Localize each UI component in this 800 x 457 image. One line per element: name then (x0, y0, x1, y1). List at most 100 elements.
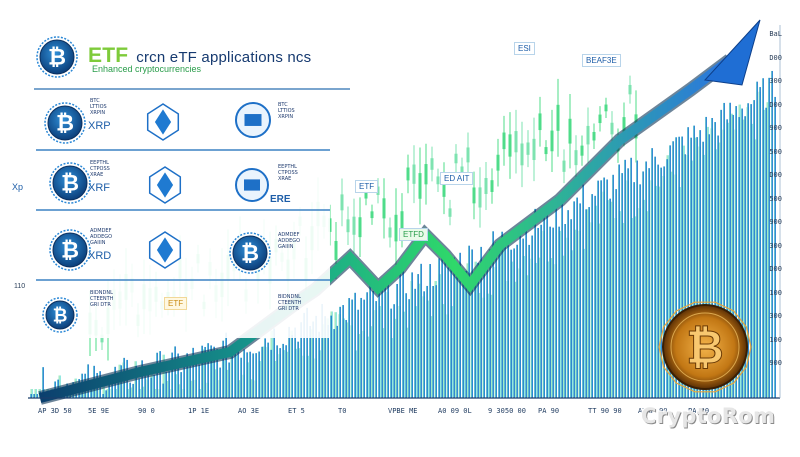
gold-coin-face (662, 304, 748, 390)
back-bar (694, 137, 697, 397)
fund-icon (235, 102, 271, 138)
front-bar (426, 285, 428, 398)
row-text-line: LTTIOS (278, 108, 295, 114)
right-tick: 300 (769, 241, 782, 250)
front-bar (321, 303, 323, 398)
front-bar (666, 159, 668, 398)
back-bar (718, 142, 721, 397)
front-bar (327, 324, 329, 398)
right-tick: 900 (769, 124, 782, 132)
back-bar (202, 349, 205, 397)
front-bar (411, 272, 413, 398)
candle-body (460, 166, 464, 176)
candle-body (532, 138, 536, 161)
front-bar (669, 145, 671, 398)
front-bar (702, 141, 704, 398)
front-bar (723, 102, 725, 398)
ethereum-icon (148, 166, 182, 204)
front-bar (192, 347, 194, 398)
right-tick: 100 (769, 335, 782, 344)
row-text-line: XRPIN (278, 114, 294, 120)
front-bar (369, 285, 371, 398)
bottom-tick: TT 90 90 (588, 407, 622, 415)
row-coin-label: XRP (88, 120, 111, 132)
front-bar (531, 235, 533, 398)
front-bar (687, 127, 689, 398)
candle-body (430, 158, 434, 170)
front-bar (729, 102, 731, 398)
front-bar (102, 394, 104, 398)
back-bar (550, 258, 553, 397)
front-bar (534, 208, 536, 398)
front-bar (231, 349, 233, 398)
back-bar (406, 327, 409, 397)
back-bar (214, 369, 217, 397)
front-bar (540, 224, 542, 398)
front-bar (450, 263, 452, 398)
front-bar (621, 173, 623, 398)
title-text: crcn eTF applications ncs (136, 49, 312, 66)
mid-label: ERE (270, 194, 291, 205)
front-bar (480, 246, 482, 398)
front-bar (468, 245, 470, 398)
front-bar (585, 209, 587, 398)
row-text-line: BIDNDNL (90, 290, 113, 296)
front-bar (309, 326, 311, 398)
front-bar (261, 346, 263, 398)
front-bar (441, 258, 443, 398)
back-bar (682, 145, 685, 397)
front-bar (288, 326, 290, 398)
candle-body (490, 180, 494, 192)
bitcoin-icon: ₿ (36, 36, 78, 78)
front-bar (693, 125, 695, 398)
front-bar (366, 292, 368, 398)
front-bar (303, 312, 305, 398)
front-bar (552, 227, 554, 398)
front-bar (318, 331, 320, 398)
row-text-line: CTEENTH (90, 296, 114, 302)
front-bar (711, 118, 713, 398)
back-bar (754, 139, 757, 397)
front-bar (567, 210, 569, 398)
front-bar (765, 107, 767, 399)
front-bar (759, 87, 761, 398)
front-bar (291, 335, 293, 398)
front-bar (474, 271, 476, 398)
back-bar (478, 292, 481, 397)
front-bar (186, 353, 188, 398)
front-bar (276, 345, 278, 398)
candle-body (358, 217, 362, 238)
back-bar (130, 387, 133, 397)
front-bar (699, 130, 701, 398)
front-bar (627, 168, 629, 398)
back-bar (226, 369, 229, 397)
back-bar (658, 186, 661, 397)
bottom-tick: VPBE ME (388, 407, 418, 415)
back-bar (490, 294, 493, 397)
front-bar (438, 258, 440, 398)
front-bar (267, 342, 269, 398)
front-bar (165, 371, 167, 398)
candle-body (352, 216, 356, 235)
candle-body (478, 187, 482, 208)
front-bar (324, 316, 326, 398)
front-bar (162, 383, 164, 398)
front-bar (456, 276, 458, 398)
chip-2: BEAF3E (582, 54, 621, 67)
back-bar (274, 360, 277, 397)
front-bar (210, 345, 212, 398)
bottom-tick: AP 3D 50 (38, 407, 72, 415)
candle-body (472, 187, 476, 204)
back-bar (418, 283, 421, 397)
gold-coin-symbol: ₿ (686, 320, 724, 374)
candle-body (364, 191, 368, 199)
front-bar (294, 327, 296, 398)
back-bar (334, 312, 337, 397)
front-bar (717, 135, 719, 398)
front-bar (612, 174, 614, 398)
row-coin-label: XRD (88, 250, 112, 262)
front-bar (339, 306, 341, 398)
side-label: Xp (12, 182, 24, 192)
front-bar (270, 349, 272, 398)
front-bar (618, 164, 620, 398)
